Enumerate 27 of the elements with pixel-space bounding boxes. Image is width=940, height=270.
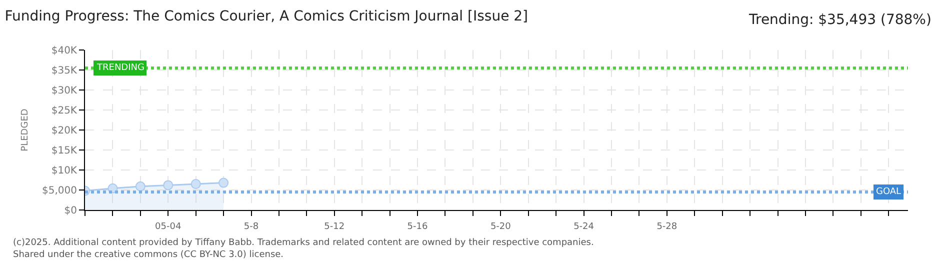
chart-subtitle: Trending: $35,493 (788%) (748, 12, 932, 28)
y-tick-label: $25K (51, 106, 78, 116)
x-tick-label: 5-12 (324, 222, 345, 232)
y-tick-label: $20K (51, 126, 78, 136)
y-tick-label: $5,000 (42, 186, 77, 196)
y-tick-label: $10K (51, 166, 78, 176)
y-tick-label: $15K (51, 146, 78, 156)
y-tick-label: $30K (51, 86, 78, 96)
text: Shared under the creative commons (CC BY-NC 3.0) license. (13, 250, 284, 260)
y-tick-label: $35K (51, 66, 78, 76)
x-tick-label: 5-20 (490, 222, 512, 232)
x-tick-label: 5-24 (574, 222, 594, 232)
x-tick-label: 5-8 (244, 222, 259, 232)
point (218, 178, 229, 188)
x-tick-label: 5-28 (656, 222, 678, 232)
text: (c)2025. Additional content provided by Tiffany Babb. Trademarks and related content are owned by their respective companies. (13, 238, 594, 248)
point (190, 179, 201, 189)
point (135, 181, 146, 192)
point (163, 180, 174, 190)
y-tick-label: $0 (64, 206, 77, 216)
y-axis-title: PLEDGED (20, 108, 30, 152)
ref-line-label: GOAL (876, 187, 902, 197)
chart-title: Funding Progress: The Comics Courier, A Comics Criticism Journal [Issue 2] (4, 8, 528, 25)
x-tick-label: 5-16 (407, 222, 428, 232)
y-tick-label: $40K (51, 46, 78, 56)
x-tick-label: 05-04 (155, 222, 182, 232)
ref-line-label: TRENDING (96, 63, 144, 73)
